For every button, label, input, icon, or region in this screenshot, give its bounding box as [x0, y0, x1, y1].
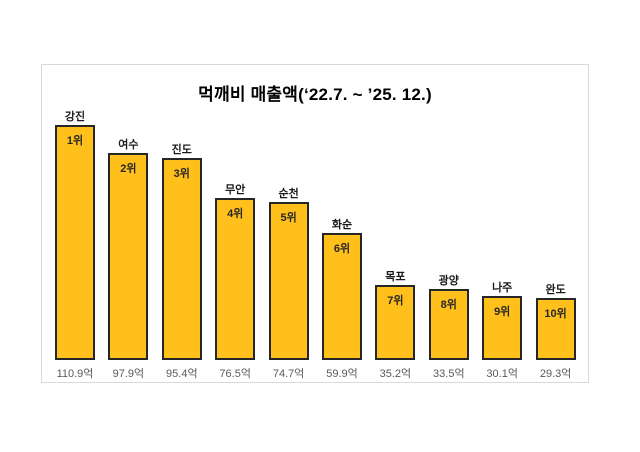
bar-rank-label: 2위	[120, 163, 137, 175]
bar-rank-label: 3위	[173, 168, 190, 180]
bar-rank-label: 5위	[280, 212, 297, 224]
bar-rank-label: 6위	[333, 243, 351, 255]
bar-category-label: 화순	[331, 219, 353, 231]
bar-value-label: 29.3억	[539, 368, 572, 380]
plot-area: 강진 1위 여수 2위 진도 3위 무안 4위 순천 5위 화순 6위 목포 7위 광양 8위 나주 9위 완도 10…	[42, 65, 588, 360]
bar-value-label: 33.5억	[433, 368, 465, 380]
bar-category-label: 광양	[438, 275, 459, 287]
bar-rank-label: 1위	[66, 135, 84, 147]
bar: 목포 7위	[375, 271, 416, 360]
bar-value-label: 59.9억	[326, 368, 358, 380]
bar-value-label: 76.5억	[219, 368, 251, 380]
bar-rank-label: 10위	[544, 308, 567, 320]
bar-rank-label: 7위	[387, 295, 404, 307]
bar-category-label: 강진	[64, 111, 86, 123]
value-labels-row: 110.9억 97.9억 95.4억 76.5억 74.7억 59.9억 35.2억 33.5…	[42, 365, 588, 381]
bar: 여수 2위	[108, 139, 149, 360]
bar-value-label: 74.7억	[272, 368, 305, 380]
bar-value-label: 35.2억	[379, 368, 412, 380]
bar-category-label: 목포	[385, 271, 406, 283]
bar-category-label: 진도	[171, 144, 192, 156]
bar-value-label: 95.4억	[166, 368, 198, 380]
bar-category-label: 여수	[118, 139, 139, 151]
bar: 완도 10위	[535, 284, 576, 360]
bar-category-label: 완도	[545, 284, 566, 296]
bar-category-label: 순천	[278, 188, 299, 200]
bar-value-label: 30.1억	[486, 368, 518, 380]
bar-category-label: 무안	[225, 184, 246, 196]
bar-value-label: 97.9억	[112, 368, 145, 380]
bar: 진도 3위	[161, 144, 202, 360]
bar: 광양 8위	[428, 275, 469, 360]
bar-rank-label: 9위	[494, 306, 511, 318]
bar: 순천 5위	[268, 188, 309, 360]
bar: 무안 4위	[215, 184, 256, 360]
bar: 나주 9위	[482, 282, 523, 360]
bar-rank-label: 4위	[227, 208, 244, 220]
bar: 강진 1위	[55, 111, 95, 360]
bar-category-label: 나주	[492, 282, 513, 294]
bar-rank-label: 8위	[440, 299, 457, 311]
chart-title: 먹깨비 매출액(‘22.7. ~ ’25. 12.)	[198, 85, 432, 104]
bar: 화순 6위	[322, 219, 362, 360]
bar-value-label: 110.9억	[56, 368, 94, 380]
